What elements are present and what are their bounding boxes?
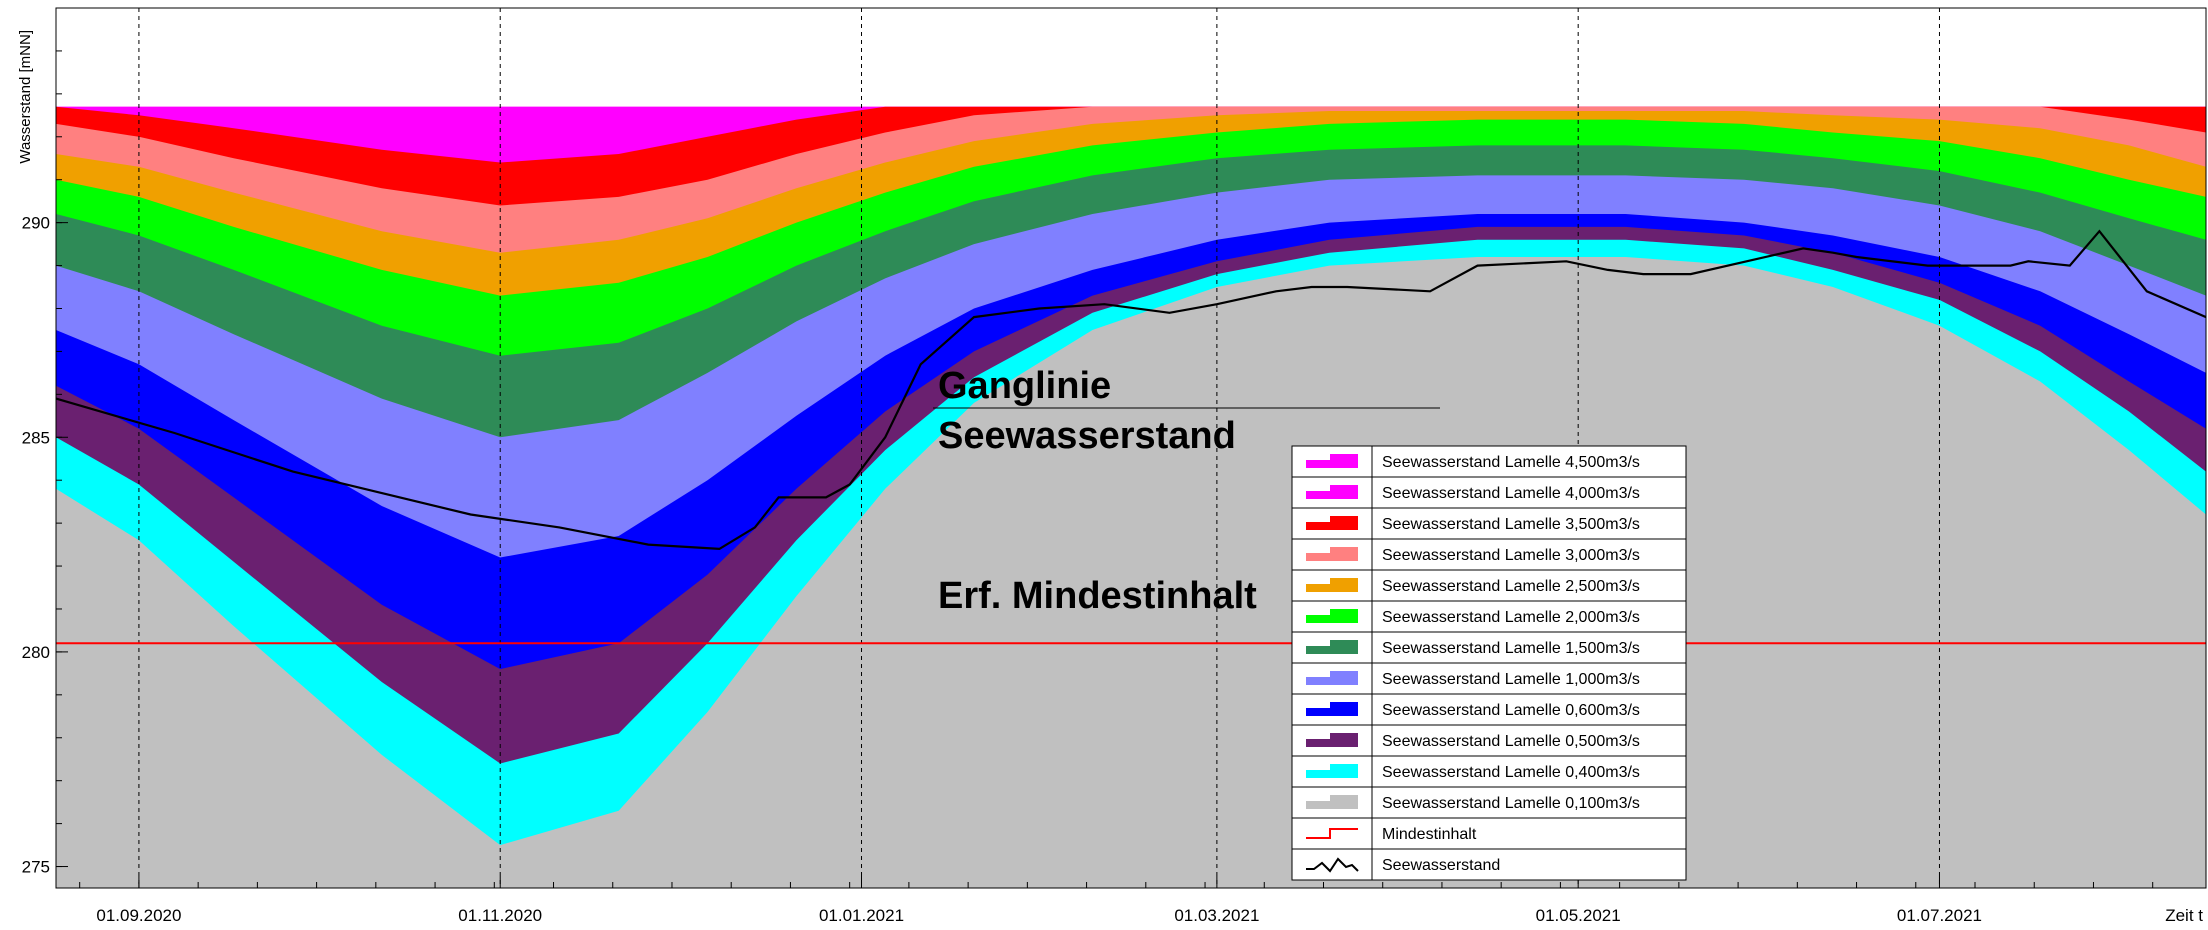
- y-axis-ticks: 275 280 285 290: [22, 7, 68, 877]
- legend-swatch: [1306, 702, 1358, 716]
- legend-label: Seewasserstand Lamelle 0,500m3/s: [1382, 733, 1640, 750]
- legend-swatch: [1306, 857, 1359, 873]
- legend-swatch: [1306, 828, 1358, 839]
- legend-label: Seewasserstand Lamelle 1,000m3/s: [1382, 671, 1640, 688]
- x-axis-ticks: 01.09.2020 01.11.2020 01.01.2021 01.03.2021…: [79, 876, 2154, 925]
- legend-label: Mindestinhalt: [1382, 826, 1477, 843]
- y-tick-label: 285: [22, 428, 50, 447]
- legend-swatch: [1306, 578, 1358, 592]
- legend-swatch: [1306, 609, 1358, 623]
- legend-label: Seewasserstand Lamelle 1,500m3/s: [1382, 640, 1640, 657]
- y-axis-title: Wasserstand [mNN]: [17, 30, 34, 164]
- legend-label: Seewasserstand Lamelle 0,600m3/s: [1382, 702, 1640, 719]
- annotation-mindestinhalt: Erf. Mindestinhalt: [938, 575, 1257, 617]
- legend-label: Seewasserstand Lamelle 2,500m3/s: [1382, 578, 1640, 595]
- legend-swatch: [1306, 516, 1358, 530]
- legend-swatch: [1306, 640, 1358, 654]
- x-tick-label: 01.07.2021: [1897, 906, 1982, 925]
- legend-label: Seewasserstand Lamelle 0,400m3/s: [1382, 764, 1640, 781]
- legend-swatch: [1306, 485, 1358, 499]
- y-tick-label: 275: [22, 858, 50, 877]
- y-tick-label: 290: [22, 214, 50, 233]
- annotation-ganglinie: Ganglinie: [938, 365, 1111, 407]
- series-lines: [55, 229, 2207, 645]
- legend-swatch: [1306, 733, 1358, 747]
- legend-label: Seewasserstand Lamelle 3,000m3/s: [1382, 547, 1640, 564]
- legend-swatch: [1306, 795, 1358, 809]
- legend-label: Seewasserstand Lamelle 3,500m3/s: [1382, 516, 1640, 533]
- lamella-bands: [56, 106, 2206, 889]
- plot-frame: [55, 7, 2207, 889]
- legend-swatch: [1306, 454, 1358, 468]
- y-tick-label: 280: [22, 643, 50, 662]
- legend-label: Seewasserstand Lamelle 4,500m3/s: [1382, 454, 1640, 471]
- legend-label: Seewasserstand Lamelle 0,100m3/s: [1382, 795, 1640, 812]
- annotation-seewasserstand: Seewasserstand: [938, 415, 1236, 457]
- x-tick-label: 01.01.2021: [819, 906, 904, 925]
- x-tick-label: 01.09.2020: [96, 906, 181, 925]
- annotations: Ganglinie Seewasserstand Erf. Mindestinh…: [933, 365, 1440, 617]
- legend-label: Seewasserstand Lamelle 2,000m3/s: [1382, 609, 1640, 626]
- x-axis-title: Zeit t: [2165, 906, 2203, 925]
- legend-swatch: [1306, 547, 1358, 561]
- series-seewasserstand: [55, 229, 2207, 551]
- x-tick-label: 01.05.2021: [1536, 906, 1621, 925]
- x-tick-label: 01.03.2021: [1174, 906, 1259, 925]
- axes: [55, 7, 2207, 889]
- legend-swatch: [1306, 764, 1358, 778]
- legend: Seewasserstand Lamelle 4,500m3/s Seewasse…: [1291, 445, 1687, 881]
- legend-swatch: [1306, 671, 1358, 685]
- x-tick-label: 01.11.2020: [458, 906, 542, 925]
- legend-label: Seewasserstand Lamelle 4,000m3/s: [1382, 485, 1640, 502]
- legend-label: Seewasserstand: [1382, 857, 1500, 874]
